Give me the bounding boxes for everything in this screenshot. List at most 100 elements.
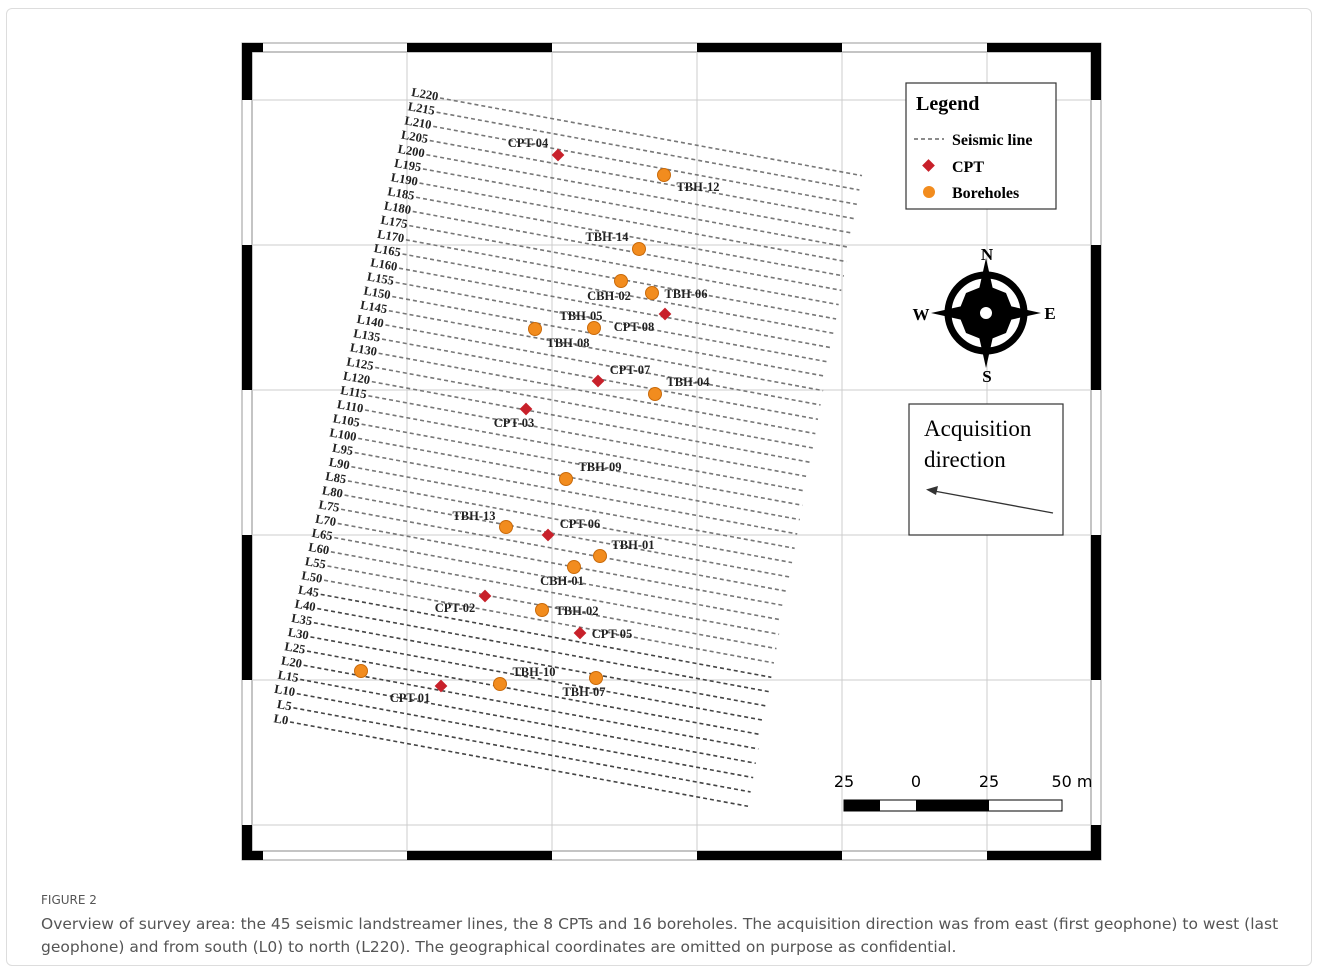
seismic-line: [361, 423, 803, 507]
line-label: L70: [314, 512, 337, 529]
seismic-line: [296, 692, 754, 779]
point-label: TBH-07: [562, 685, 605, 699]
point-label: CPT-05: [592, 627, 633, 641]
seismic-line: [429, 139, 855, 220]
line-label: L30: [287, 625, 310, 642]
acquisition-arrow: [933, 490, 1054, 514]
acquisition-direction: Acquisition direction: [908, 403, 1064, 536]
seismic-line: [433, 125, 857, 206]
point-label: TBH-04: [666, 375, 710, 389]
seismic-line: [303, 664, 759, 750]
line-label: L110: [336, 397, 364, 415]
borehole-marker: [354, 664, 368, 678]
line-label: L175: [380, 213, 409, 231]
border-bar: [242, 43, 252, 100]
border-bar: [242, 851, 263, 860]
border-bar: [1091, 245, 1101, 390]
seismic-line: [398, 267, 832, 349]
line-label: L135: [352, 326, 381, 344]
scale-label: 50 m: [1051, 772, 1092, 791]
survey-points: CPT-04 TBH-12 TBH-14 CBH-02 TBH-06 CPT-08 TBH-…: [354, 136, 720, 705]
line-label: L40: [294, 597, 317, 614]
scale-label: 0: [911, 772, 921, 791]
line-label: L205: [400, 128, 429, 146]
point-label: CBH-01: [540, 574, 584, 588]
point-label: CPT-07: [610, 363, 651, 377]
seismic-line: [327, 565, 777, 650]
seismic-line: [371, 380, 811, 464]
line-label: L65: [311, 526, 334, 543]
seismic-line: [334, 536, 782, 621]
compass-center: [978, 305, 994, 321]
seismic-line: [300, 678, 756, 765]
border-bar: [242, 825, 252, 860]
line-label: L145: [359, 298, 388, 316]
seismic-line: [320, 593, 772, 679]
line-label: L195: [393, 156, 422, 174]
seismic-line: [330, 551, 780, 636]
line-label: L35: [290, 611, 313, 628]
line-label: L210: [403, 113, 432, 131]
line-label: L20: [280, 653, 303, 670]
line-label: L200: [397, 142, 426, 160]
compass: N S E W: [913, 245, 1056, 386]
seismic-line: [344, 494, 790, 578]
line-label: L165: [373, 241, 402, 259]
legend-title: Legend: [916, 93, 979, 115]
line-label: L115: [339, 383, 367, 401]
seismic-line: [340, 508, 788, 593]
point-label: TBH-12: [676, 180, 719, 194]
compass-label: E: [1044, 304, 1055, 323]
point-label: CBH-02: [587, 289, 631, 303]
line-label: L185: [386, 184, 415, 202]
caption-label: FIGURE 2: [41, 893, 97, 907]
scale-segment: [916, 800, 989, 811]
acquisition-arrowhead: [926, 486, 938, 495]
seismic-line: [293, 707, 751, 793]
seismic-line: [354, 451, 798, 535]
scale-segment: [844, 800, 880, 811]
legend-label: Boreholes: [952, 185, 1019, 202]
border-bar: [407, 43, 552, 52]
border-bar: [1091, 43, 1101, 100]
point-label: TBH-13: [452, 509, 495, 523]
line-label: L100: [328, 425, 357, 443]
line-label: L130: [349, 340, 378, 358]
borehole-marker: [587, 321, 601, 335]
line-label: L220: [410, 85, 439, 103]
legend-borehole-marker: [923, 186, 935, 198]
line-label: L140: [356, 312, 385, 330]
line-label: L25: [284, 639, 307, 656]
point-label: TBH-02: [555, 604, 598, 618]
border-bar: [1091, 825, 1101, 860]
compass-label: S: [982, 367, 991, 386]
point-label: TBH-08: [546, 336, 589, 350]
scale-label: 25: [834, 772, 854, 791]
line-label: L60: [307, 540, 330, 557]
point-label: CPT-01: [390, 691, 431, 705]
line-label: L85: [324, 469, 347, 486]
point-label: CPT-02: [435, 601, 476, 615]
seismic-line: [289, 721, 749, 808]
line-label: L120: [342, 369, 371, 387]
line-label: L95: [331, 441, 354, 458]
caption-text: Overview of survey area: the 45 seismic …: [41, 915, 1279, 956]
seismic-line: [412, 210, 842, 292]
line-label: L150: [363, 284, 392, 302]
line-label: L55: [304, 554, 327, 571]
line-label: L215: [407, 99, 436, 117]
line-label: L10: [273, 682, 296, 699]
border-bar: [697, 851, 842, 860]
point-label: TBH-01: [611, 538, 654, 552]
border-bar: [697, 43, 842, 52]
border-bar: [242, 43, 263, 52]
borehole-marker: [499, 520, 513, 534]
seismic-line: [436, 111, 860, 191]
acquisition-text: direction: [924, 447, 1006, 472]
line-label: L170: [376, 227, 405, 245]
seismic-line: [409, 224, 839, 306]
compass-label: N: [981, 245, 994, 264]
line-label: L50: [301, 568, 324, 585]
border-bar: [407, 851, 552, 860]
